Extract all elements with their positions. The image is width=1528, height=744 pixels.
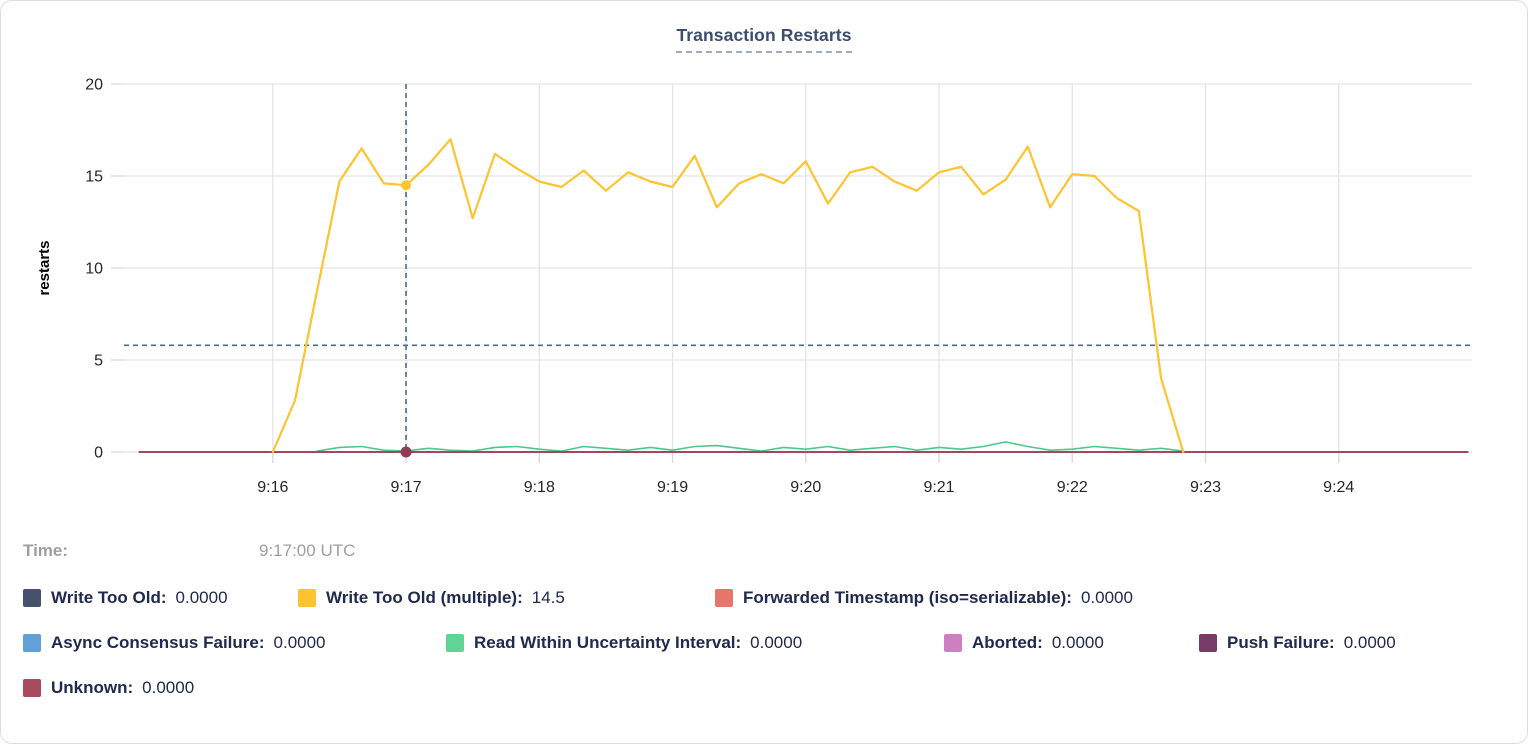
legend-item-value: 0.0000: [142, 678, 195, 697]
legend-item-value: 14.5: [531, 588, 565, 607]
x-tick-label: 9:18: [524, 479, 555, 496]
y-tick-label: 20: [85, 77, 103, 94]
series-line-read-within-uncertainty-interval: [316, 441, 1185, 452]
legend-swatch: [23, 589, 41, 607]
legend-item-forwarded-timestamp: Forwarded Timestamp (iso=serializable): …: [715, 587, 1133, 609]
x-tick-label: 9:24: [1323, 479, 1354, 496]
legend-item-write-too-old-multiple: Write Too Old (multiple): 14.5: [298, 587, 565, 609]
y-axis-title: restarts: [36, 240, 53, 295]
legend-swatch: [298, 589, 316, 607]
legend-item-push-failure: Push Failure: 0.0000: [1199, 632, 1396, 654]
chart-title[interactable]: Transaction Restarts: [676, 25, 852, 53]
legend-item-value: 0.0000: [750, 633, 803, 652]
y-tick-label: 0: [94, 445, 103, 462]
x-tick-label: 9:17: [390, 479, 421, 496]
tooltip-time-label: Time:: [23, 541, 69, 560]
legend-item-async-consensus-failure: Async Consensus Failure: 0.0000: [23, 632, 326, 654]
tooltip-time-value: 9:17:00 UTC: [259, 541, 356, 560]
legend-item-value: 0.0000: [1343, 633, 1396, 652]
legend-item-value: 0.0000: [175, 588, 228, 607]
legend-item-label: Write Too Old:: [51, 588, 167, 607]
transaction-restarts-chart[interactable]: 0 5 10 15 20 9:16 9:17 9:18 9:19 9:20 9:21 9:22 9:23…: [1, 61, 1528, 511]
legend-item-label: Unknown:: [51, 678, 134, 697]
chart-title-wrap: Transaction Restarts: [1, 25, 1527, 53]
x-tick-label: 9:21: [923, 479, 954, 496]
legend-item-label: Read Within Uncertainty Interval:: [474, 633, 742, 652]
legend-item-value: 0.0000: [1080, 588, 1133, 607]
legend-item-label: Forwarded Timestamp (iso=serializable):: [743, 588, 1072, 607]
legend-item-label: Write Too Old (multiple):: [326, 588, 523, 607]
y-tick-label: 10: [85, 261, 103, 278]
legend-swatch: [446, 634, 464, 652]
x-tick-label: 9:22: [1057, 479, 1088, 496]
legend-item-aborted: Aborted: 0.0000: [944, 632, 1104, 654]
legend-swatch: [23, 634, 41, 652]
legend-item-value: 0.0000: [273, 633, 326, 652]
x-tick-label: 9:16: [257, 479, 288, 496]
x-tick-label: 9:23: [1190, 479, 1221, 496]
legend-swatch: [715, 589, 733, 607]
y-tick-label: 15: [85, 169, 103, 186]
legend-swatch: [1199, 634, 1217, 652]
hover-dot-write-too-old-multiple: [401, 180, 412, 191]
y-tick-label: 5: [94, 353, 103, 370]
x-tick-label: 9:19: [657, 479, 688, 496]
legend-item-label: Async Consensus Failure:: [51, 633, 265, 652]
x-tick-label: 9:20: [790, 479, 821, 496]
legend-swatch: [23, 679, 41, 697]
legend-item-read-within-uncertainty-interval: Read Within Uncertainty Interval: 0.0000: [446, 632, 802, 654]
legend-item-write-too-old: Write Too Old: 0.0000: [23, 587, 228, 609]
legend-item-label: Push Failure:: [1227, 633, 1335, 652]
legend-item-unknown: Unknown: 0.0000: [23, 677, 194, 699]
series-line-write-too-old-multiple: [271, 138, 1185, 454]
legend-swatch: [944, 634, 962, 652]
hover-dot-unknown: [400, 446, 412, 458]
legend-item-value: 0.0000: [1051, 633, 1104, 652]
legend-item-label: Aborted:: [972, 633, 1043, 652]
